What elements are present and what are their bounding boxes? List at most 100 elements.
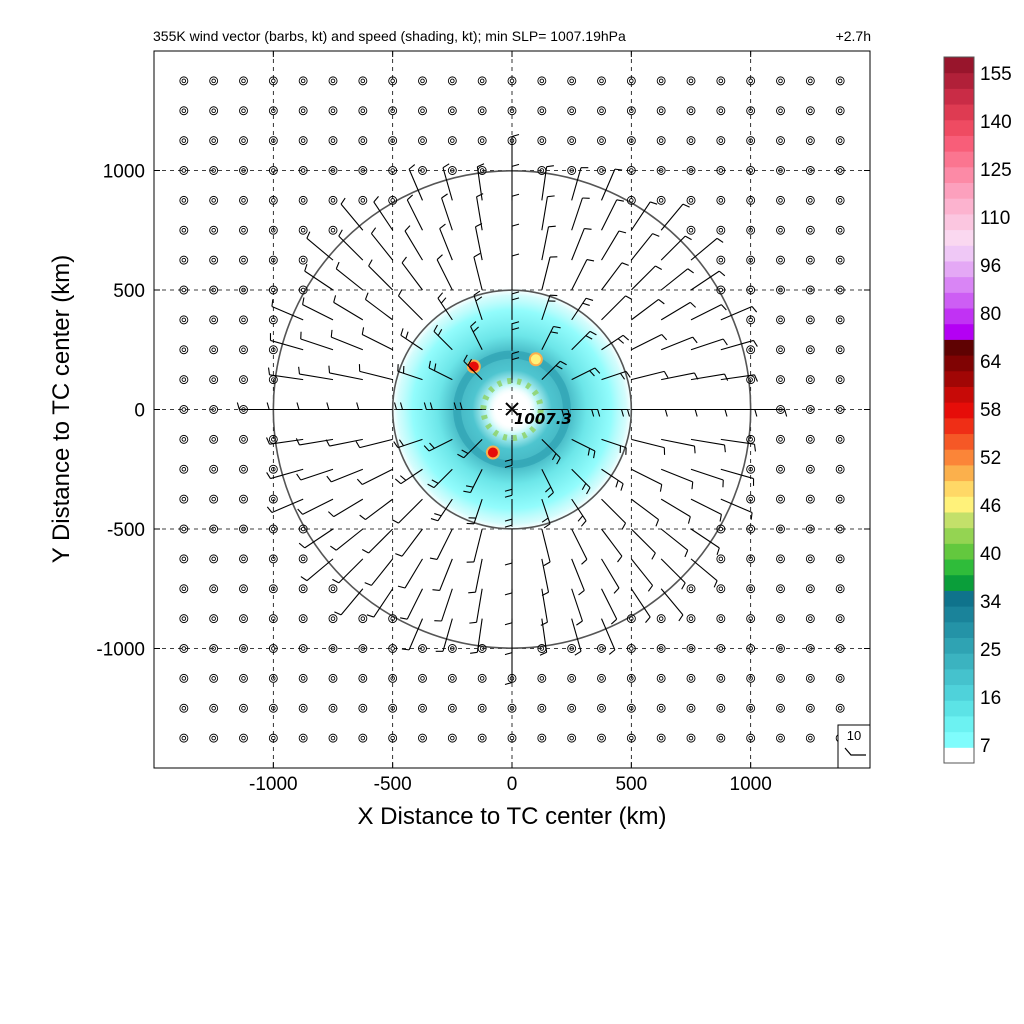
wind-barb (328, 365, 363, 381)
calm-wind-marker (805, 315, 815, 325)
calm-wind-marker (656, 673, 666, 683)
calm-wind-marker (835, 285, 845, 295)
wind-barb (433, 324, 453, 351)
wind-barb (330, 528, 364, 551)
wind-barb (541, 469, 554, 498)
calm-wind-marker (298, 584, 308, 594)
calm-wind-marker (686, 106, 696, 116)
calm-wind-marker (298, 673, 308, 683)
calm-wind-marker (746, 255, 756, 265)
wind-barb (423, 438, 453, 452)
calm-wind-marker (298, 285, 308, 295)
wind-barb (690, 438, 726, 453)
colorbar-swatch-11 (944, 574, 974, 591)
x-tick-label: -500 (374, 774, 412, 795)
wind-barb (393, 438, 423, 449)
colorbar-label: 40 (980, 544, 1001, 565)
wind-barb (356, 468, 393, 485)
calm-wind-marker (746, 614, 756, 624)
calm-wind-marker (388, 644, 398, 653)
calm-wind-marker (507, 733, 517, 743)
colorbar-label: 140 (980, 112, 1012, 133)
wind-barb (660, 336, 698, 351)
calm-wind-marker (805, 524, 815, 534)
wind-barb (504, 618, 513, 656)
wind-barb (473, 252, 483, 291)
calm-wind-marker (746, 106, 756, 116)
colorbar: 155 140 125 110 96 80 64 58 52 46 40 34 25 16 7 (943, 56, 1012, 764)
calm-wind-marker (209, 434, 219, 444)
calm-wind-marker (776, 225, 785, 235)
calm-wind-marker (418, 166, 427, 175)
wind-barb (334, 588, 364, 616)
wind-barb (338, 229, 364, 261)
calm-wind-marker (388, 76, 398, 86)
wind-barb (690, 498, 722, 522)
calm-wind-marker (209, 345, 219, 355)
calm-wind-marker (716, 76, 726, 86)
calm-wind-marker (597, 106, 606, 116)
wind-barb (541, 558, 550, 597)
calm-wind-marker (447, 644, 457, 653)
wind-barb (540, 588, 548, 626)
calm-wind-marker (268, 733, 278, 743)
colorbar-swatch-35 (944, 198, 974, 215)
calm-wind-marker (358, 733, 368, 743)
calm-wind-marker (746, 166, 756, 175)
calm-wind-marker (179, 554, 189, 564)
calm-wind-marker (179, 106, 189, 116)
wind-barb (236, 402, 274, 411)
calm-wind-marker (805, 136, 815, 146)
wind-barb (630, 588, 651, 623)
wind-barb (298, 528, 334, 549)
wind-barb (463, 469, 483, 494)
calm-wind-marker (328, 584, 338, 594)
wind-barb (304, 264, 334, 291)
calm-wind-marker (239, 494, 248, 504)
wind-barb (661, 408, 698, 417)
calm-wind-marker (716, 136, 726, 146)
calm-wind-marker (626, 614, 636, 624)
colorbar-swatch-22 (944, 402, 974, 419)
wind-barb (300, 331, 334, 351)
calm-wind-marker (835, 76, 845, 86)
wind-barb (504, 588, 513, 626)
calm-wind-marker (746, 524, 756, 534)
calm-wind-marker (597, 673, 606, 683)
speed-hotspot-2 (528, 352, 543, 367)
calm-wind-marker (358, 673, 368, 683)
calm-wind-marker (805, 405, 815, 414)
colorbar-swatch-3 (944, 700, 974, 717)
calm-wind-marker (716, 673, 726, 683)
calm-wind-marker (716, 225, 726, 235)
colorbar-swatch-26 (944, 339, 974, 356)
calm-wind-marker (298, 136, 308, 146)
wind-barb (571, 197, 590, 231)
wind-barb (631, 408, 668, 417)
wind-barb (297, 498, 334, 515)
wind-barb (393, 402, 423, 411)
calm-wind-marker (328, 106, 338, 116)
calm-wind-marker (418, 644, 427, 653)
wind-barb (511, 253, 520, 290)
calm-wind-marker (805, 76, 815, 86)
calm-wind-marker (597, 76, 606, 86)
calm-wind-marker (805, 166, 815, 175)
colorbar-label: 96 (980, 256, 1001, 277)
calm-wind-marker (656, 733, 666, 743)
calm-wind-marker (268, 315, 278, 325)
calm-wind-marker (567, 166, 577, 175)
colorbar-swatch-7 (944, 637, 974, 654)
wind-barb (266, 402, 304, 411)
wind-barb (504, 439, 513, 468)
calm-wind-marker (268, 195, 278, 205)
calm-wind-marker (686, 76, 696, 86)
calm-wind-marker (298, 733, 308, 743)
calm-wind-marker (776, 584, 785, 594)
y-axis-title: Y Distance to TC center (km) (48, 255, 75, 564)
calm-wind-marker (716, 255, 726, 265)
calm-wind-marker (835, 315, 845, 325)
calm-wind-marker (239, 464, 248, 474)
colorbar-swatch-0 (944, 747, 974, 764)
wind-barb (504, 558, 513, 596)
